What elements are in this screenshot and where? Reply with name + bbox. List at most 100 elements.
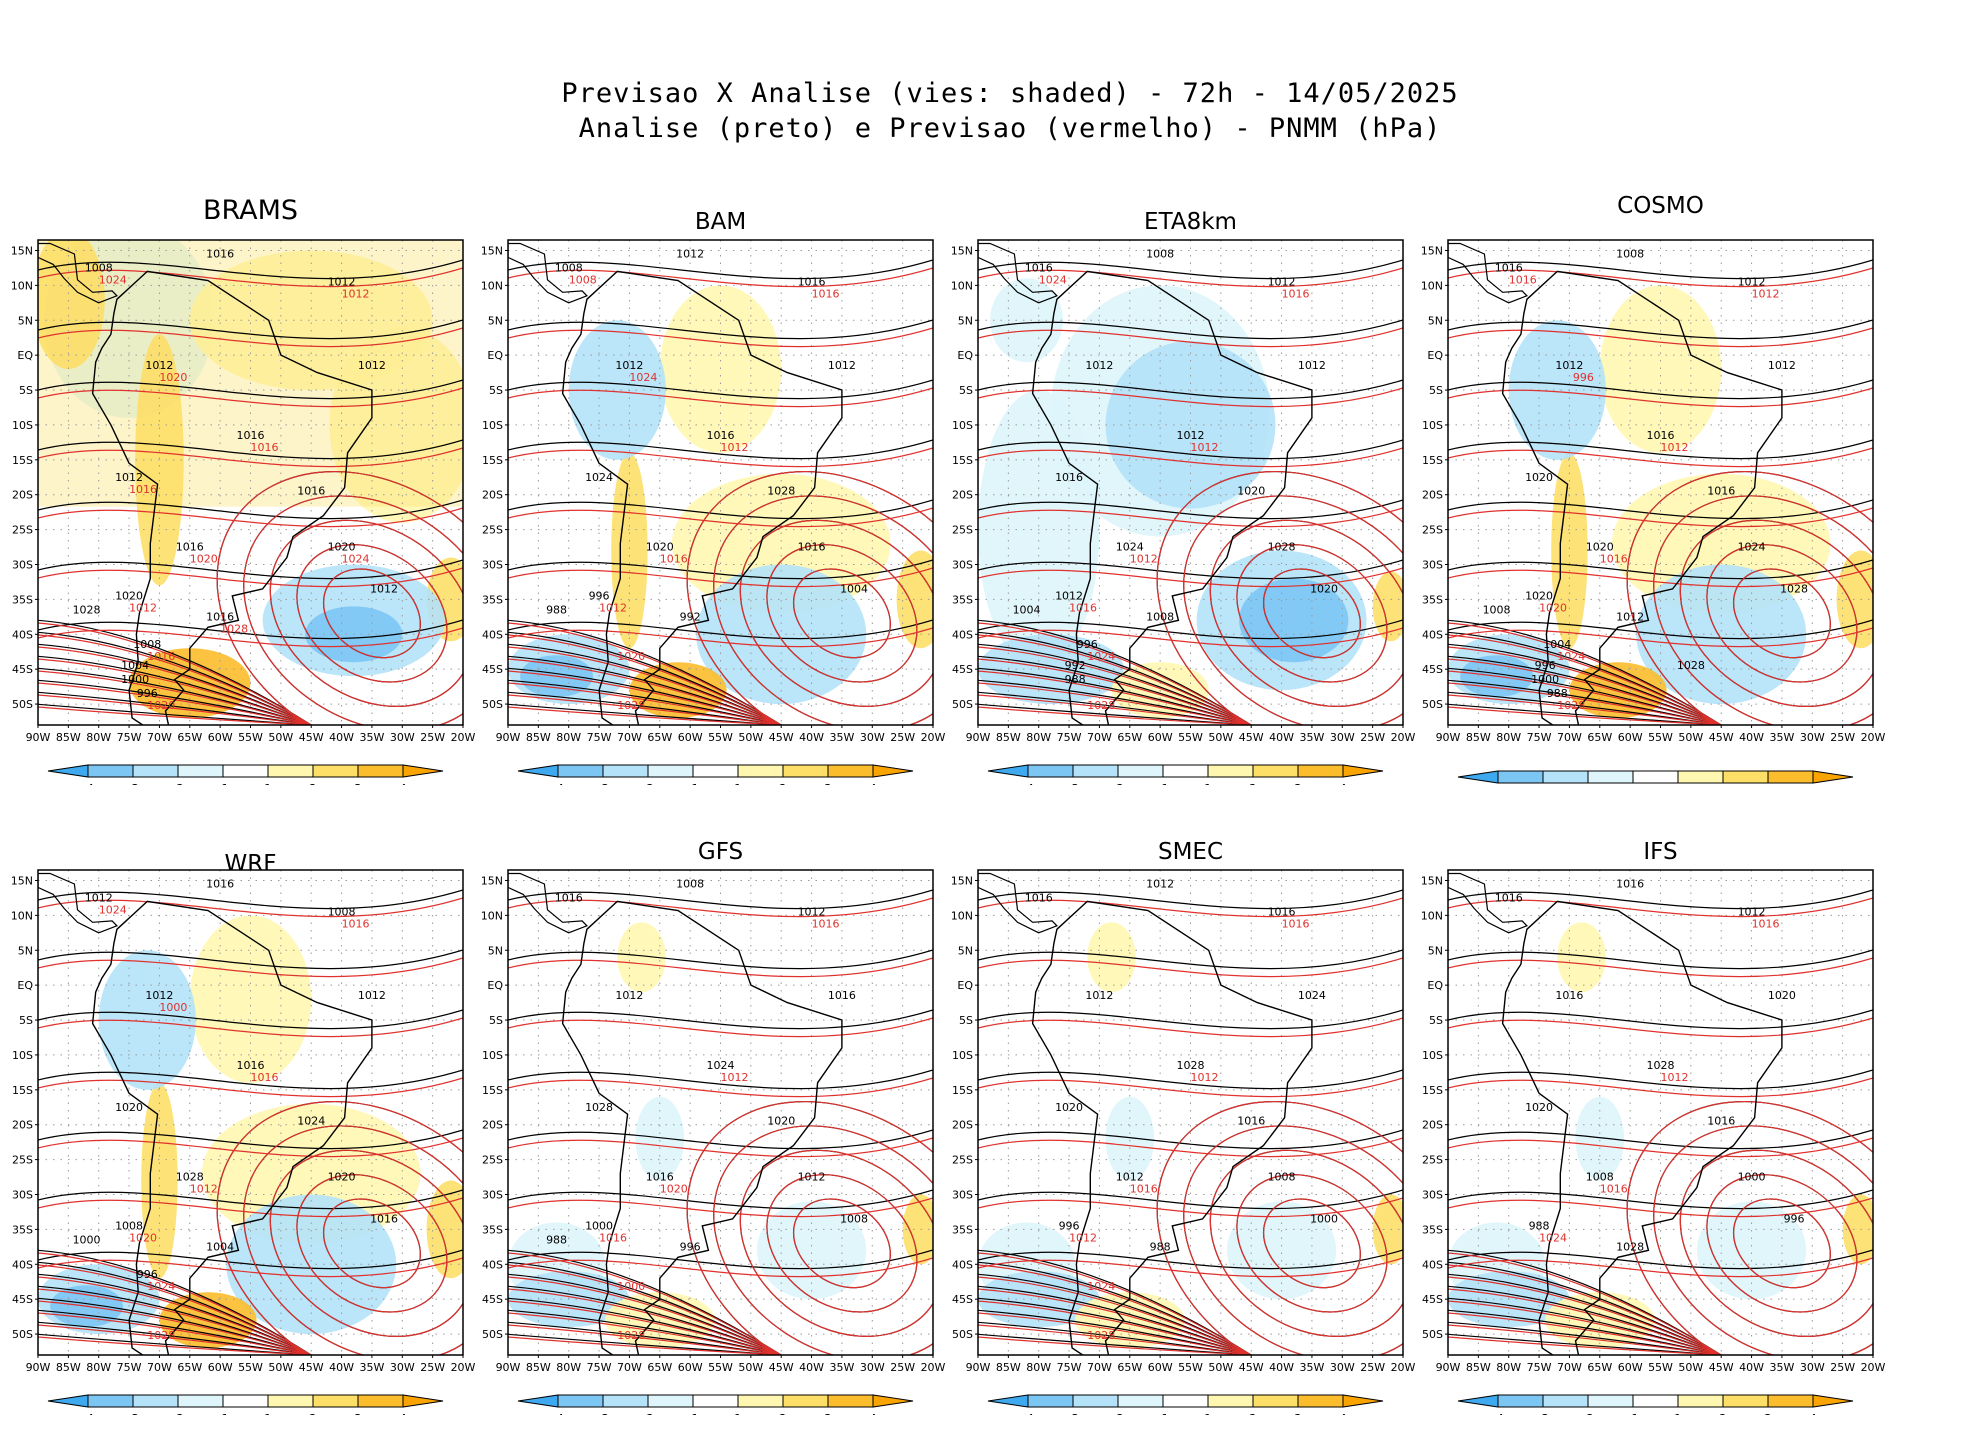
isobar bbox=[38, 634, 312, 725]
colorbar-segment bbox=[177, 1394, 224, 1408]
lat-tick-label: 40S bbox=[1422, 628, 1443, 641]
isobar bbox=[1653, 495, 1873, 725]
colorbar-label: 3 bbox=[1294, 1412, 1302, 1415]
lon-tick-label: 70W bbox=[147, 1361, 172, 1374]
lat-tick-label: 15N bbox=[951, 874, 973, 887]
colorbar-segment bbox=[737, 1394, 784, 1408]
contour-label-forecast: 1016 bbox=[1752, 917, 1780, 930]
colorbar-segment bbox=[737, 764, 784, 778]
isobar bbox=[978, 1077, 1403, 1098]
contour-label-analysis: 1008 bbox=[555, 261, 583, 274]
lat-tick-label: 20S bbox=[12, 1119, 33, 1132]
contour-label-analysis: 1000 bbox=[585, 1219, 613, 1232]
contour-label-analysis: 996 bbox=[680, 1240, 701, 1253]
isobar bbox=[1448, 1264, 1722, 1355]
isobar bbox=[508, 379, 933, 400]
lon-tick-label: 45W bbox=[769, 1361, 794, 1374]
contour-label-analysis: 1028 bbox=[1677, 659, 1705, 672]
isobar bbox=[1706, 544, 1858, 683]
contour-label-analysis: 1016 bbox=[707, 429, 735, 442]
lat-tick-label: 5S bbox=[1429, 1014, 1443, 1027]
lat-tick-label: EQ bbox=[1427, 349, 1443, 362]
isobar bbox=[508, 897, 933, 918]
bias-shading bbox=[201, 1103, 421, 1244]
contour-label-analysis: 1016 bbox=[176, 541, 204, 554]
isobar bbox=[508, 1252, 782, 1355]
lat-tick-label: 15N bbox=[1421, 874, 1443, 887]
contour-label-forecast: 1016 bbox=[251, 1071, 279, 1084]
contour-label-analysis: 1012 bbox=[1738, 905, 1766, 918]
colorbar-label: -1 bbox=[1157, 1412, 1169, 1415]
colorbar-label: 1 bbox=[264, 1412, 272, 1415]
lat-tick-label: 15S bbox=[952, 1084, 973, 1097]
isobar bbox=[1448, 1312, 1722, 1355]
bias-shading bbox=[141, 1082, 178, 1279]
contour-label-analysis: 1008 bbox=[676, 877, 704, 890]
lat-tick-label: 35S bbox=[1422, 593, 1443, 606]
lon-tick-label: 35W bbox=[1769, 731, 1794, 744]
lat-tick-label: 25S bbox=[12, 1154, 33, 1167]
isobar bbox=[508, 670, 782, 725]
contour-label-analysis: 1016 bbox=[1707, 1115, 1735, 1128]
colorbar-label: 1 bbox=[1674, 1412, 1682, 1415]
lat-tick-label: 50S bbox=[952, 698, 973, 711]
lon-tick-label: 40W bbox=[799, 731, 824, 744]
isobar bbox=[1448, 267, 1873, 288]
lat-tick-label: 10N bbox=[481, 909, 503, 922]
contour-label-analysis: 1020 bbox=[1237, 485, 1265, 498]
contour-label-analysis: 1028 bbox=[176, 1171, 204, 1184]
isobar bbox=[38, 658, 312, 725]
lon-tick-label: 40W bbox=[1739, 731, 1764, 744]
contour-label-analysis: 1012 bbox=[145, 359, 173, 372]
lon-tick-label: 70W bbox=[1087, 731, 1112, 744]
contour-label-forecast: 1024 bbox=[1039, 273, 1067, 286]
lat-tick-label: 10S bbox=[1422, 419, 1443, 432]
colorbar-segment bbox=[1297, 1394, 1344, 1408]
colorbar-segment bbox=[1072, 1394, 1119, 1408]
contour-label-analysis: 988 bbox=[546, 603, 567, 616]
isobar bbox=[978, 1333, 1252, 1355]
contour-label-analysis: 996 bbox=[1784, 1212, 1805, 1225]
isobar bbox=[38, 949, 463, 970]
isobar bbox=[38, 499, 463, 520]
colorbar-label: -4 bbox=[1022, 1412, 1034, 1415]
lat-tick-label: EQ bbox=[1427, 979, 1443, 992]
lat-tick-label: 10S bbox=[12, 1049, 33, 1062]
contour-label-forecast: 1016 bbox=[1600, 553, 1628, 566]
lat-tick-label: 5N bbox=[958, 314, 973, 327]
contour-label-analysis: 1012 bbox=[615, 359, 643, 372]
bias-shading bbox=[1842, 1194, 1873, 1265]
lat-tick-label: 15N bbox=[11, 244, 33, 257]
lat-tick-label: 15S bbox=[1422, 1084, 1443, 1097]
colorbar-label: -2 bbox=[642, 1412, 654, 1415]
colorbar-segment bbox=[557, 764, 604, 778]
contour-label-analysis: 1012 bbox=[328, 275, 356, 288]
isobar bbox=[508, 439, 933, 460]
isobar bbox=[508, 1312, 782, 1355]
lat-tick-label: 5N bbox=[1428, 944, 1443, 957]
coastline-central-america bbox=[978, 872, 1058, 934]
isobar bbox=[1448, 889, 1873, 910]
lat-tick-label: 10S bbox=[482, 1049, 503, 1062]
colorbar-extend-low bbox=[1457, 1394, 1499, 1408]
isobar bbox=[1448, 691, 1722, 725]
lat-tick-label: 45S bbox=[1422, 1293, 1443, 1306]
lon-tick-label: 35W bbox=[359, 1361, 384, 1374]
contour-label-analysis: 1004 bbox=[840, 582, 868, 595]
lat-tick-label: 45S bbox=[12, 663, 33, 676]
bias-shading bbox=[1611, 473, 1831, 614]
isobar bbox=[1448, 387, 1873, 408]
lat-tick-label: EQ bbox=[17, 979, 33, 992]
bias-shading bbox=[1551, 452, 1588, 649]
isobar bbox=[508, 1129, 933, 1150]
panel-title: IFS bbox=[1643, 839, 1678, 865]
isobar bbox=[1448, 1276, 1722, 1355]
isobar bbox=[1448, 949, 1873, 970]
colorbar-label: -1 bbox=[1157, 782, 1169, 785]
lat-tick-label: 15S bbox=[482, 1084, 503, 1097]
lon-tick-label: 70W bbox=[617, 1361, 642, 1374]
lon-tick-label: 50W bbox=[1678, 731, 1703, 744]
isobar bbox=[1448, 1129, 1873, 1150]
colorbar-label: -2 bbox=[172, 1412, 184, 1415]
